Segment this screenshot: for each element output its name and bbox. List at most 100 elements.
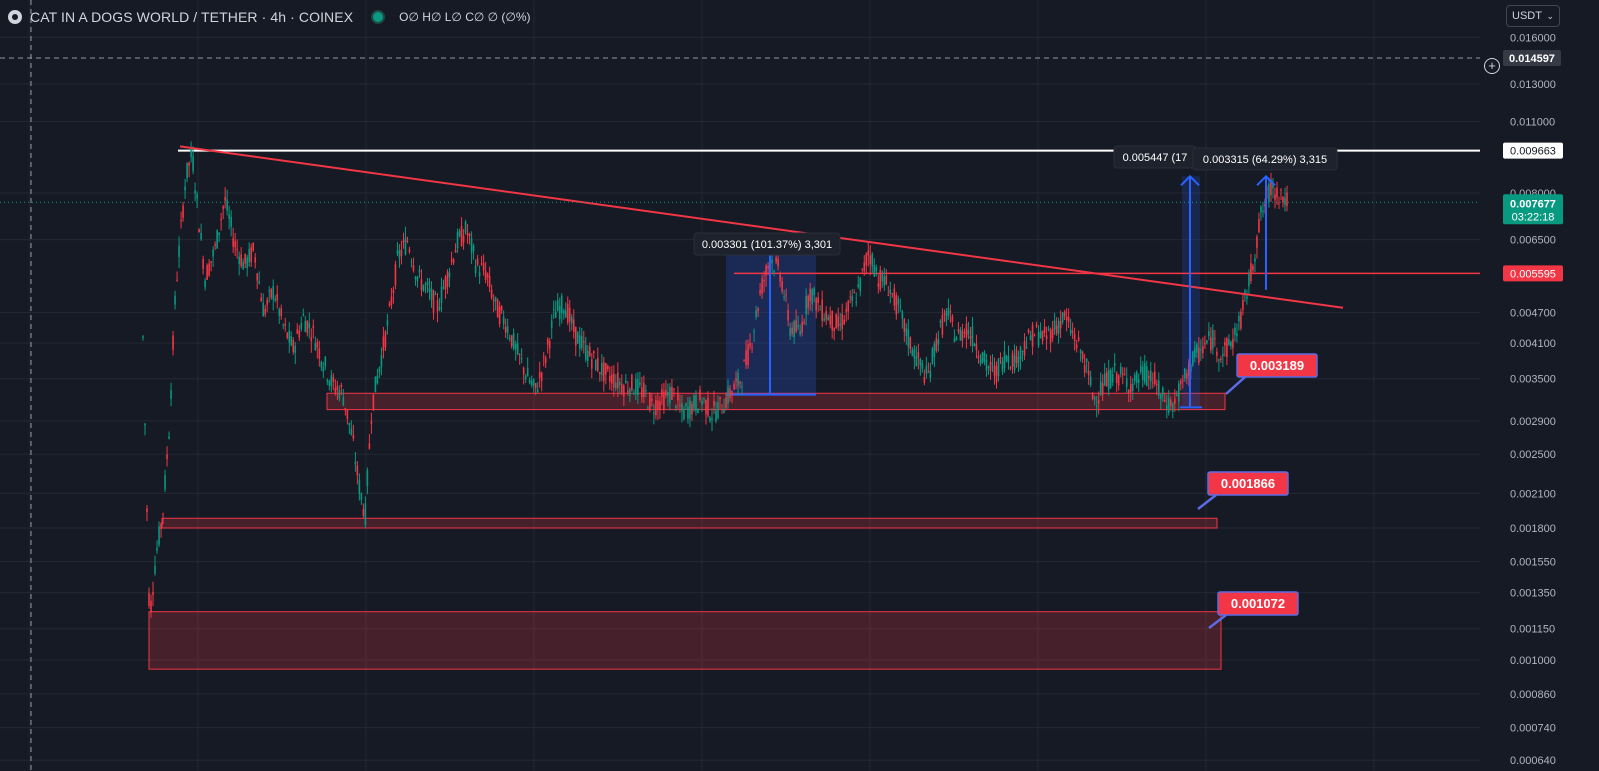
candle-body [222,206,224,209]
candle-body [156,547,158,551]
candle [655,394,657,420]
candle-body [480,263,483,265]
candle-body [873,264,876,277]
candle-body [528,379,531,383]
candle-body [1065,316,1068,321]
candle [244,253,246,269]
candle-body [1256,236,1258,248]
candle [1202,337,1204,359]
candle [659,396,661,419]
candle-body [615,382,617,389]
candle-body [326,379,329,382]
symbol-title[interactable]: CAT IN A DOGS WORLD / TETHER · 4h · COIN… [30,9,354,25]
candle [603,356,605,392]
trendline [179,145,1344,309]
candle-body [520,358,523,360]
candle-body [881,274,884,281]
candle [322,361,325,378]
candle [1192,350,1194,368]
candle-body [777,259,779,267]
candle [434,291,437,296]
candle [901,309,904,329]
candle [318,340,321,367]
candle-body [817,297,819,304]
candle [524,374,527,383]
candle-body [803,322,805,324]
candle-body [1027,329,1030,333]
candle-body [931,348,934,364]
candle-body [280,308,283,317]
candle-body [945,310,948,322]
candle [354,451,357,472]
candle-body [985,359,988,371]
candle [324,355,327,371]
candle [534,382,537,396]
candle [388,300,391,308]
candle [753,328,755,343]
candle-body [843,319,846,325]
plus-circle-icon[interactable]: + [1484,58,1500,74]
currency-selector[interactable]: USDT ⌄ [1506,5,1560,27]
candle-body [1137,379,1140,383]
candle-body [755,310,757,318]
candle-body [566,303,569,323]
candle-body [1047,328,1050,330]
candle [815,296,817,319]
candle-body [1246,296,1248,299]
candle-body [164,475,166,490]
candle-body [861,268,864,270]
candle-body [641,387,643,398]
candle-body [969,335,972,339]
candle-body [1005,355,1008,361]
zone-callout: 0.003189 [1225,353,1318,395]
candle-body [797,325,799,328]
candle [522,366,525,385]
candle-body [849,296,852,298]
candle-body [775,257,777,262]
candle-body [1151,382,1154,384]
candle-body [288,330,291,343]
candle-body [434,294,437,296]
candle [554,300,557,318]
candle-body [1178,383,1180,402]
candle-body [947,307,950,316]
candle [903,317,906,342]
candle [929,362,932,383]
candle-body [1176,394,1178,396]
candle-body [807,295,809,308]
candle [829,306,832,329]
candle [154,555,156,576]
candle [310,328,313,353]
candle [240,247,242,268]
candle-body [679,404,681,407]
candle-body [891,293,894,295]
candle-body [827,316,829,321]
candle [572,309,575,339]
candle [548,338,551,359]
candle-body [1031,324,1034,347]
market-status-icon [371,10,386,24]
candle-body [450,260,453,262]
candle [705,399,707,425]
candle-body [841,313,844,329]
candle-body [1003,351,1006,369]
candle [797,315,799,331]
candle [320,360,323,371]
candle-body [879,269,882,290]
candle-body [586,351,589,361]
candle [152,581,154,607]
candle [607,364,609,373]
candle-body [1218,359,1220,361]
candle [476,254,479,267]
candle [428,278,431,301]
candle [508,334,511,342]
candle [560,293,563,324]
candle-body [1234,327,1236,335]
candle [574,326,577,357]
candle [370,412,373,434]
candle [733,380,735,390]
candle-body [1202,346,1204,354]
candle [206,263,208,281]
candle [294,342,297,365]
